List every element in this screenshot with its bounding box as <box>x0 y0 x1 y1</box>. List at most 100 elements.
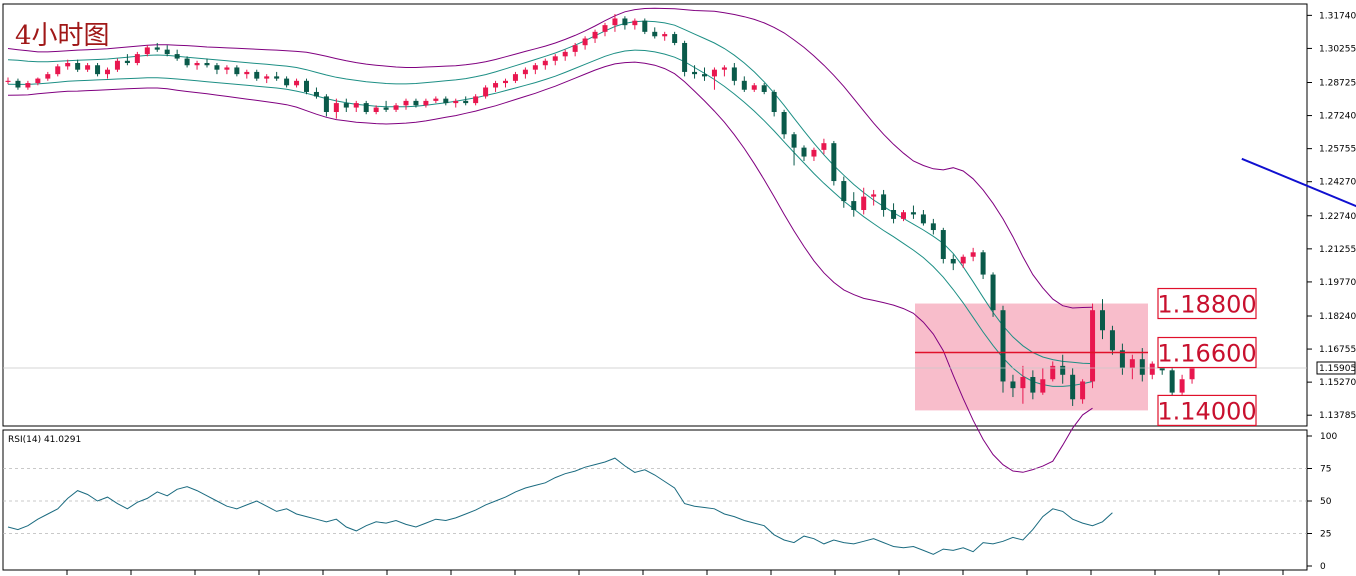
candle-body <box>970 252 976 257</box>
candle-body <box>164 49 170 55</box>
candle-body <box>562 51 568 57</box>
rsi-tick-label: 75 <box>1320 465 1331 475</box>
candle-body <box>453 100 459 104</box>
candle-body <box>55 66 61 75</box>
candle-body <box>503 80 508 84</box>
candle-body <box>841 181 847 202</box>
candle-body <box>702 74 707 77</box>
price-tick-label: 1.15270 <box>1319 378 1356 388</box>
price-tick-label: 1.18240 <box>1319 312 1356 322</box>
rsi-panel-frame <box>2 429 1308 571</box>
candle-body <box>652 31 658 37</box>
candle-body <box>612 18 618 26</box>
candle-body <box>144 47 150 55</box>
candle-body <box>731 67 737 81</box>
candle-body <box>154 47 160 50</box>
candle-body <box>1010 381 1016 389</box>
candle-body <box>483 87 489 97</box>
candle-body <box>990 274 996 311</box>
candle-body <box>960 256 966 264</box>
candle-body <box>65 63 71 67</box>
candle-body <box>632 20 638 26</box>
candle-body <box>602 25 608 32</box>
candle-body <box>552 56 558 61</box>
candle-body <box>791 134 797 148</box>
candle-body <box>45 74 51 79</box>
price-tick-label: 1.16755 <box>1319 345 1356 355</box>
candle-body <box>761 85 767 92</box>
candle-body <box>642 20 648 32</box>
bb-inner-lower-line <box>7 49 1093 387</box>
candle-body <box>1100 310 1105 331</box>
candle-body <box>184 58 190 66</box>
candle-body <box>1050 365 1056 380</box>
rsi-tick-label: 100 <box>1320 432 1337 442</box>
candle-body <box>692 71 698 75</box>
candle-body <box>1179 379 1185 393</box>
candle-body <box>940 230 946 259</box>
candle-body <box>831 143 837 182</box>
candle-body <box>134 54 140 64</box>
level-label-box <box>1157 394 1257 427</box>
rsi-tick-label: 25 <box>1320 530 1331 540</box>
candle-body <box>234 67 240 75</box>
candlestick-layer <box>5 14 1195 406</box>
level-label-text: 1.14000 <box>1157 397 1256 425</box>
candle-body <box>851 201 857 210</box>
level-label-2: 1.14000 <box>1157 394 1257 427</box>
candle-body <box>662 34 668 37</box>
level-label-box <box>1157 287 1257 320</box>
current-price-label: 1.15905 <box>1319 364 1356 374</box>
level-label-text: 1.16600 <box>1157 340 1256 368</box>
level-label-0: 1.18800 <box>1157 287 1257 320</box>
candle-body <box>15 80 21 88</box>
candle-body <box>901 212 906 219</box>
candle-body <box>174 54 180 59</box>
rsi-label: RSI(14) 41.0291 <box>8 435 81 445</box>
current-price-box <box>1316 361 1356 375</box>
candle-body <box>542 60 548 66</box>
downtrend-line <box>1241 157 1356 208</box>
rsi-line <box>7 457 1113 555</box>
price-tick-label: 1.28725 <box>1319 78 1356 88</box>
rsi-tick-label: 0 <box>1320 562 1326 572</box>
candle-body <box>1070 374 1076 400</box>
candle-body <box>811 149 817 157</box>
price-axis: 1.31740 1.30255 1.28725 1.27240 1.25755 1.242… <box>1307 11 1356 421</box>
candle-body <box>821 143 827 150</box>
candle-body <box>194 63 200 66</box>
candle-body <box>383 107 389 110</box>
candle-body <box>85 65 91 70</box>
level-label-box <box>1157 336 1257 369</box>
candle-body <box>264 76 270 79</box>
candle-body <box>224 67 230 70</box>
candle-body <box>1149 363 1155 375</box>
candle-body <box>910 212 916 215</box>
bb-upper-line <box>7 7 1093 309</box>
candle-body <box>274 76 280 79</box>
candle-body <box>980 252 986 275</box>
candle-body <box>522 69 528 75</box>
candle-body <box>741 80 747 90</box>
candle-body <box>244 71 250 75</box>
candle-body <box>1119 350 1125 369</box>
candle-body <box>463 100 469 104</box>
candle-body <box>930 223 936 231</box>
level-label-1: 1.16600 <box>1157 336 1257 369</box>
candle-body <box>473 96 479 104</box>
candle-body <box>572 45 578 52</box>
candle-body <box>323 96 329 113</box>
candle-body <box>294 80 300 86</box>
candle-body <box>25 83 31 88</box>
candle-body <box>1020 377 1026 389</box>
candle-body <box>672 34 678 43</box>
candle-body <box>423 100 429 106</box>
candle-body <box>1109 330 1115 351</box>
candle-body <box>1030 377 1036 393</box>
candle-body <box>493 83 499 88</box>
candle-body <box>1189 368 1195 380</box>
price-tick-label: 1.19770 <box>1319 278 1356 288</box>
candle-body <box>711 69 717 77</box>
candle-body <box>304 80 309 92</box>
